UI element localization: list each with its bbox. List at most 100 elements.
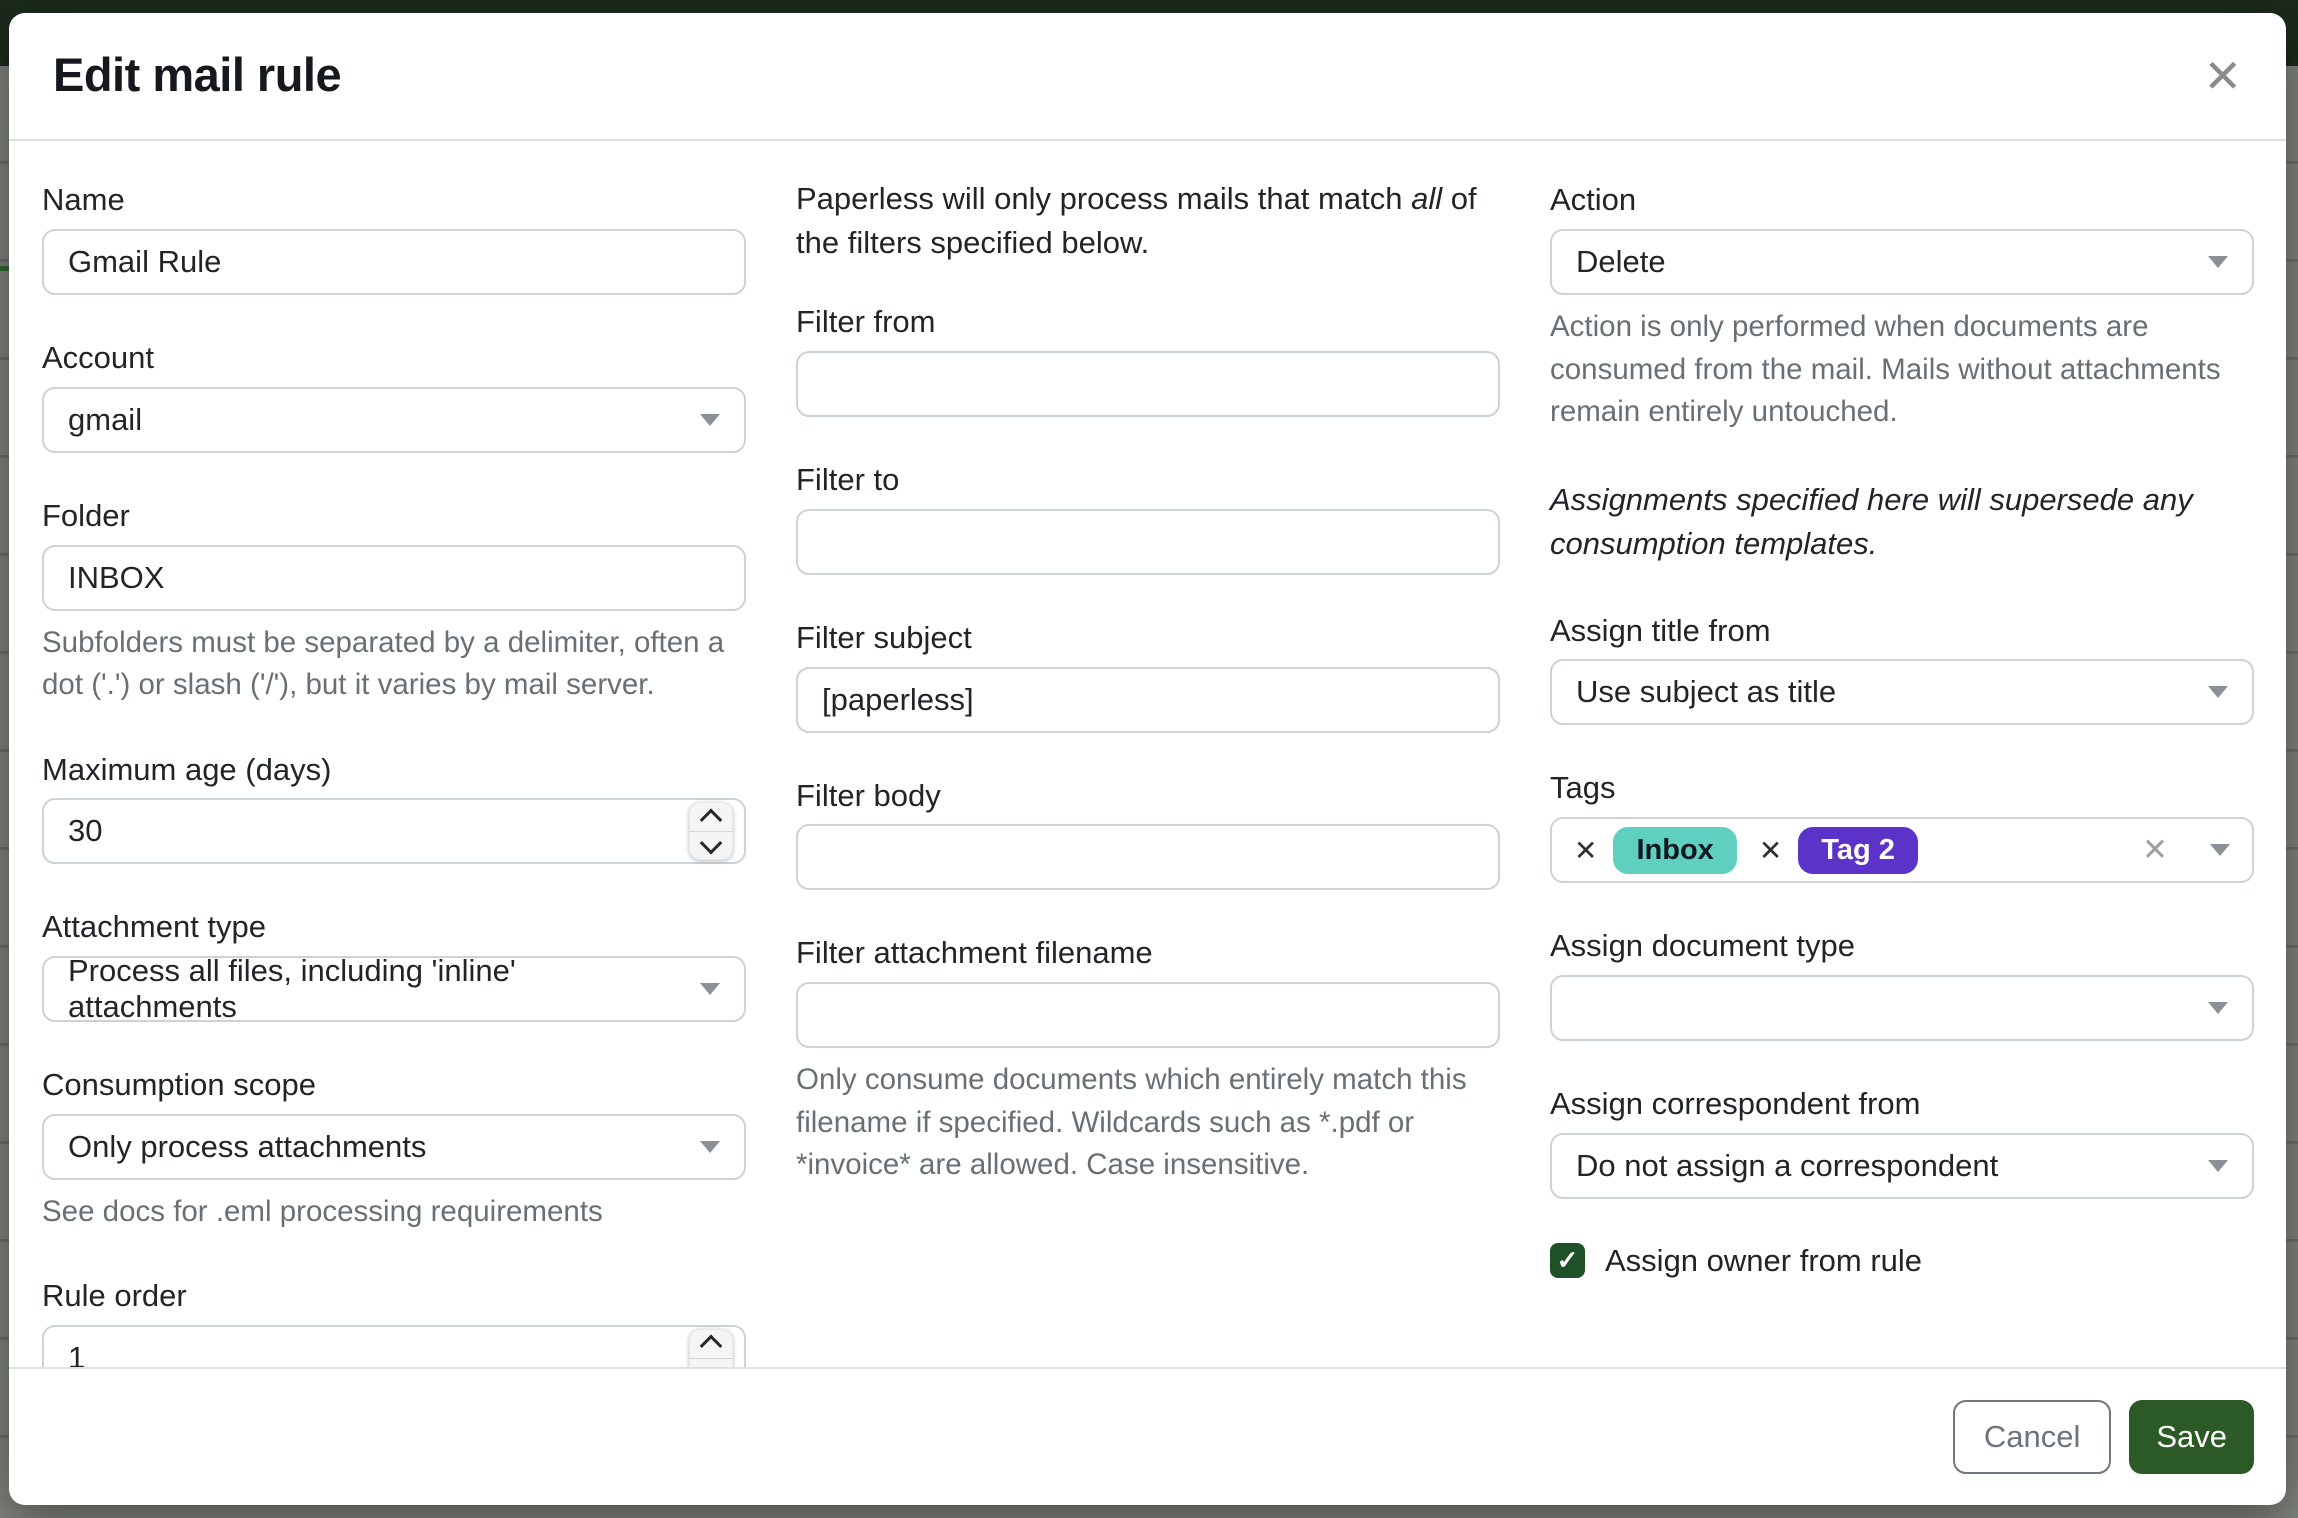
max-age-label: Maximum age (days): [42, 751, 332, 787]
chevron-down-icon: [2208, 1001, 2228, 1014]
field-assign-doctype: Assign document type: [1550, 927, 2254, 1041]
cancel-button[interactable]: Cancel: [1952, 1400, 2112, 1474]
consumption-scope-help-text: See docs for .eml processing requirement…: [42, 1194, 603, 1228]
max-age-input[interactable]: [42, 798, 746, 865]
name-label: Name: [42, 182, 125, 218]
assign-correspondent-label: Assign correspondent from: [1550, 1085, 1921, 1121]
page-title: Edit mail rule: [53, 48, 342, 101]
filters-intro-post: of the filters specified below.: [796, 181, 1477, 261]
folder-input[interactable]: [42, 544, 746, 611]
filters-intro-pre: Paperless will only process mails that m…: [796, 181, 1412, 217]
chevron-down-icon[interactable]: [2210, 844, 2230, 857]
chevron-down-icon: [700, 983, 720, 996]
remove-tag-icon[interactable]: ✕: [1758, 834, 1783, 866]
clear-tags-icon[interactable]: ✕: [2142, 832, 2168, 868]
filter-to-input[interactable]: [796, 508, 1500, 575]
filters-intro-text: Paperless will only process mails that m…: [796, 177, 1496, 265]
assign-correspondent-select-value: Do not assign a correspondent: [1576, 1147, 1999, 1183]
consumption-scope-label: Consumption scope: [42, 1067, 316, 1103]
tags-label: Tags: [1550, 770, 1616, 806]
filter-from-input[interactable]: [796, 351, 1500, 418]
close-icon[interactable]: ✕: [2203, 50, 2242, 102]
field-consumption-scope: Consumption scope Only process attachmen…: [42, 1066, 746, 1233]
folder-help-text: Subfolders must be separated by a delimi…: [42, 625, 725, 702]
field-attachment-type: Attachment type Process all files, inclu…: [42, 908, 746, 1025]
filter-subject-input[interactable]: [796, 666, 1500, 733]
account-label: Account: [42, 340, 155, 376]
dialog-header: Edit mail rule ✕: [9, 13, 2286, 142]
dialog-footer: Cancel Save: [9, 1367, 2286, 1505]
column-filters: Paperless will only process mails that m…: [796, 181, 1500, 1367]
rule-order-label: Rule order: [42, 1278, 187, 1314]
tags-controls: ✕: [2142, 832, 2230, 868]
assignments-note: Assignments specified here will supersed…: [1550, 481, 2193, 561]
filter-subject-label: Filter subject: [796, 619, 972, 655]
field-name: Name: [42, 181, 746, 296]
chevron-down-icon: [2208, 256, 2228, 269]
consumption-scope-select-value: Only process attachments: [68, 1128, 427, 1164]
tags-multiselect[interactable]: ✕ Inbox ✕ Tag 2 ✕: [1550, 817, 2254, 884]
field-tags: Tags ✕ Inbox ✕ Tag 2 ✕: [1550, 769, 2254, 884]
rule-order-stepper[interactable]: [689, 1329, 733, 1367]
assign-correspondent-select[interactable]: Do not assign a correspondent: [1550, 1132, 2254, 1199]
stepper-up-icon[interactable]: [689, 1329, 733, 1359]
assign-title-select-value: Use subject as title: [1576, 674, 1837, 710]
save-button[interactable]: Save: [2129, 1400, 2254, 1474]
attachment-type-select-value: Process all files, including 'inline' at…: [68, 953, 516, 1025]
field-max-age: Maximum age (days): [42, 751, 746, 865]
action-label: Action: [1550, 182, 1637, 218]
action-help-text: Action is only performed when documents …: [1550, 310, 2221, 429]
field-filter-attachment-filename: Filter attachment filename Only consume …: [796, 934, 1500, 1186]
filters-intro-emphasis: all: [1411, 181, 1443, 217]
tag-chip-tag2: Tag 2: [1798, 826, 1918, 874]
field-filter-subject: Filter subject: [796, 619, 1500, 733]
field-rule-order: Rule order: [42, 1277, 746, 1367]
assign-title-select[interactable]: Use subject as title: [1550, 659, 2254, 726]
filter-attachment-filename-help-text: Only consume documents which entirely ma…: [796, 1063, 1467, 1182]
field-filter-body: Filter body: [796, 777, 1500, 891]
assign-owner-label: Assign owner from rule: [1605, 1242, 1923, 1278]
assign-title-label: Assign title from: [1550, 612, 1771, 648]
action-select[interactable]: Delete: [1550, 229, 2254, 296]
rule-order-number-field: [42, 1325, 746, 1367]
field-assign-correspondent: Assign correspondent from Do not assign …: [1550, 1085, 2254, 1199]
field-folder: Folder Subfolders must be separated by a…: [42, 497, 746, 707]
field-filter-to: Filter to: [796, 461, 1500, 575]
max-age-number-field: [42, 798, 746, 865]
filter-to-label: Filter to: [796, 462, 900, 498]
assign-owner-checkbox[interactable]: ✓: [1550, 1243, 1585, 1279]
stepper-down-icon[interactable]: [689, 1358, 733, 1367]
column-actions: Action Delete Action is only performed w…: [1550, 181, 2254, 1367]
field-action: Action Delete Action is only performed w…: [1550, 181, 2254, 433]
folder-label: Folder: [42, 497, 130, 533]
field-filter-from: Filter from: [796, 303, 1500, 418]
chevron-down-icon: [700, 413, 720, 426]
account-select-value: gmail: [68, 401, 143, 437]
backdrop-artifact: [0, 266, 10, 271]
dialog-body: Name Account gmail Folder Subfolders mus…: [9, 141, 2286, 1367]
filter-body-label: Filter body: [796, 777, 941, 813]
account-select[interactable]: gmail: [42, 386, 746, 453]
field-assign-owner: ✓ Assign owner from rule: [1550, 1243, 2254, 1279]
filter-attachment-filename-label: Filter attachment filename: [796, 935, 1153, 971]
edit-mail-rule-dialog: Edit mail rule ✕ Name Account gmail Fold…: [9, 13, 2286, 1505]
field-assign-title: Assign title from Use subject as title: [1550, 612, 2254, 726]
consumption-scope-select[interactable]: Only process attachments: [42, 1113, 746, 1180]
max-age-stepper[interactable]: [689, 802, 733, 861]
filter-from-label: Filter from: [796, 304, 936, 340]
assign-doctype-label: Assign document type: [1550, 928, 1856, 964]
stepper-down-icon[interactable]: [689, 831, 733, 861]
rule-order-input[interactable]: [42, 1325, 746, 1367]
tag-chip-inbox: Inbox: [1613, 826, 1737, 874]
filter-body-input[interactable]: [796, 824, 1500, 891]
remove-tag-icon[interactable]: ✕: [1574, 834, 1598, 866]
action-select-value: Delete: [1576, 244, 1666, 280]
assign-doctype-select[interactable]: [1550, 974, 2254, 1041]
chevron-down-icon: [2208, 686, 2228, 699]
name-input[interactable]: [42, 229, 746, 296]
attachment-type-select[interactable]: Process all files, including 'inline' at…: [42, 953, 746, 1025]
stepper-up-icon[interactable]: [689, 802, 733, 832]
filter-attachment-filename-input[interactable]: [796, 982, 1500, 1049]
chevron-down-icon: [700, 1140, 720, 1153]
column-general: Name Account gmail Folder Subfolders mus…: [42, 181, 746, 1367]
